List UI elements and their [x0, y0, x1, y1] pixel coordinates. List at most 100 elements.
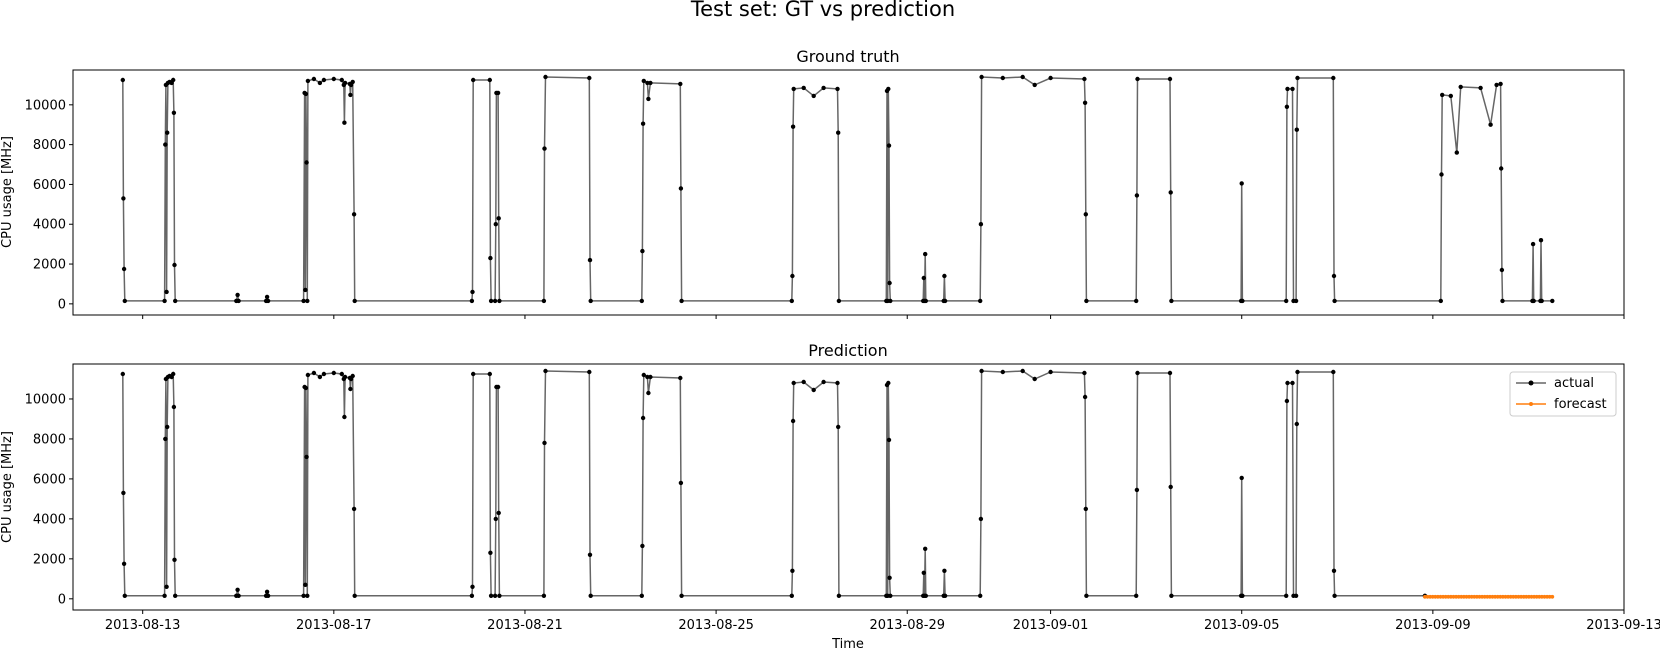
series-actual-point: [164, 289, 169, 295]
series-actual-point: [791, 380, 796, 386]
y-tick-label: 4000: [33, 218, 66, 233]
x-tick-label: 2013-08-21: [487, 618, 563, 633]
series-actual-point: [679, 593, 684, 598]
series-actual-point: [978, 298, 983, 304]
series-forecast-point: [1545, 594, 1549, 599]
series-actual-point: [470, 289, 475, 295]
chart-title: Ground truth: [796, 47, 899, 66]
series-forecast-point: [1488, 594, 1492, 599]
series-actual-point: [162, 593, 167, 598]
series-forecast-point: [1490, 594, 1495, 599]
series-actual-line: [122, 76, 1553, 302]
series-actual-point: [496, 216, 501, 221]
series-actual-point: [264, 294, 270, 300]
series-actual-point: [321, 77, 327, 83]
x-tick-label: 2013-08-25: [678, 618, 754, 633]
series-actual-point: [1448, 93, 1454, 99]
series-actual-point: [1440, 92, 1445, 98]
series-forecast-point: [1433, 594, 1438, 599]
series-actual-point: [1082, 394, 1088, 400]
chart-prediction: Prediction CPU usage [MHz] Time actual f…: [0, 341, 1660, 652]
series-forecast-point: [1462, 594, 1466, 599]
series-actual-point: [887, 575, 892, 580]
series-actual-point: [493, 222, 498, 227]
series-actual-point: [886, 437, 892, 443]
series-actual-point: [1293, 593, 1299, 598]
series-forecast-point: [1521, 594, 1526, 599]
series-actual-point: [1135, 76, 1140, 82]
series-actual-point: [1134, 298, 1139, 304]
series-actual-point: [1000, 369, 1005, 375]
series-actual-point: [979, 368, 984, 374]
series-actual-point: [886, 380, 891, 386]
series-actual-point: [1331, 75, 1336, 81]
series-actual-point: [1538, 238, 1544, 243]
series-forecast-point: [1436, 594, 1440, 599]
series-actual-point: [1293, 298, 1299, 304]
chart-ground-truth: Ground truth CPU usage [MHz] 0 2000 4000 60…: [0, 47, 1625, 319]
series-forecast-point: [1480, 594, 1484, 599]
series-actual-point: [679, 298, 684, 304]
series-actual-point: [352, 298, 357, 304]
series-actual-point: [331, 370, 336, 376]
series-actual-point: [1083, 212, 1089, 217]
series-actual-point: [1438, 298, 1444, 304]
series-actual-point: [1169, 298, 1174, 304]
series-actual-point: [1454, 150, 1460, 155]
series-actual-point: [588, 593, 593, 598]
series-actual-point: [887, 280, 892, 286]
series-actual-point: [1331, 369, 1336, 375]
series-forecast-point: [1537, 594, 1542, 599]
y-tick-label: 8000: [33, 432, 66, 447]
series-actual-point: [587, 552, 593, 557]
series-forecast-point: [1516, 594, 1521, 599]
series-actual-point: [1478, 85, 1483, 91]
series-actual-point: [172, 262, 177, 268]
series-actual-point: [640, 543, 645, 549]
series-actual-point: [1499, 166, 1504, 171]
series-actual-point: [646, 96, 651, 102]
series-actual-point: [311, 76, 317, 82]
series-forecast-point: [1438, 594, 1443, 599]
series-actual-point: [348, 386, 353, 392]
series-actual-point: [789, 593, 794, 598]
series-actual-point: [317, 374, 323, 380]
series-actual-point: [921, 570, 926, 575]
series-actual-point: [1134, 193, 1140, 198]
series-actual-point: [1082, 76, 1087, 82]
series-forecast-point: [1508, 594, 1513, 599]
series-actual-point: [1048, 369, 1053, 375]
series-forecast-point: [1464, 594, 1469, 599]
series-actual-point: [171, 371, 176, 377]
series-actual-point: [171, 110, 177, 116]
series-actual-point: [303, 287, 308, 293]
series-actual-point: [1530, 241, 1536, 247]
figure-suptitle: Test set: GT vs prediction: [690, 0, 955, 21]
series-actual-point: [923, 546, 928, 551]
series-actual-point: [888, 593, 893, 598]
series-forecast-point: [1454, 594, 1458, 599]
series-actual-point: [488, 550, 493, 555]
series-actual-point: [1499, 267, 1505, 273]
series-actual-point: [303, 91, 309, 97]
series-actual-point: [543, 74, 548, 80]
series-actual-point: [469, 593, 475, 598]
series-actual-point: [678, 480, 684, 486]
series-actual-point: [1239, 181, 1244, 186]
series-actual-point: [790, 124, 796, 129]
series-actual-point: [120, 371, 126, 377]
series-actual-point: [350, 373, 355, 379]
series-actual-point: [1082, 370, 1087, 376]
series-actual-point: [1331, 273, 1337, 279]
series-actual-point: [487, 77, 492, 83]
series-actual-point: [122, 593, 128, 598]
series-actual-point: [1168, 190, 1173, 195]
series-actual-point: [339, 77, 344, 83]
series-actual-point: [640, 415, 646, 421]
series-actual-point: [304, 454, 309, 460]
series-forecast-point: [1547, 594, 1552, 599]
series-actual-point: [317, 80, 323, 86]
series-actual-point: [1134, 593, 1139, 598]
series-actual-point: [640, 248, 645, 254]
